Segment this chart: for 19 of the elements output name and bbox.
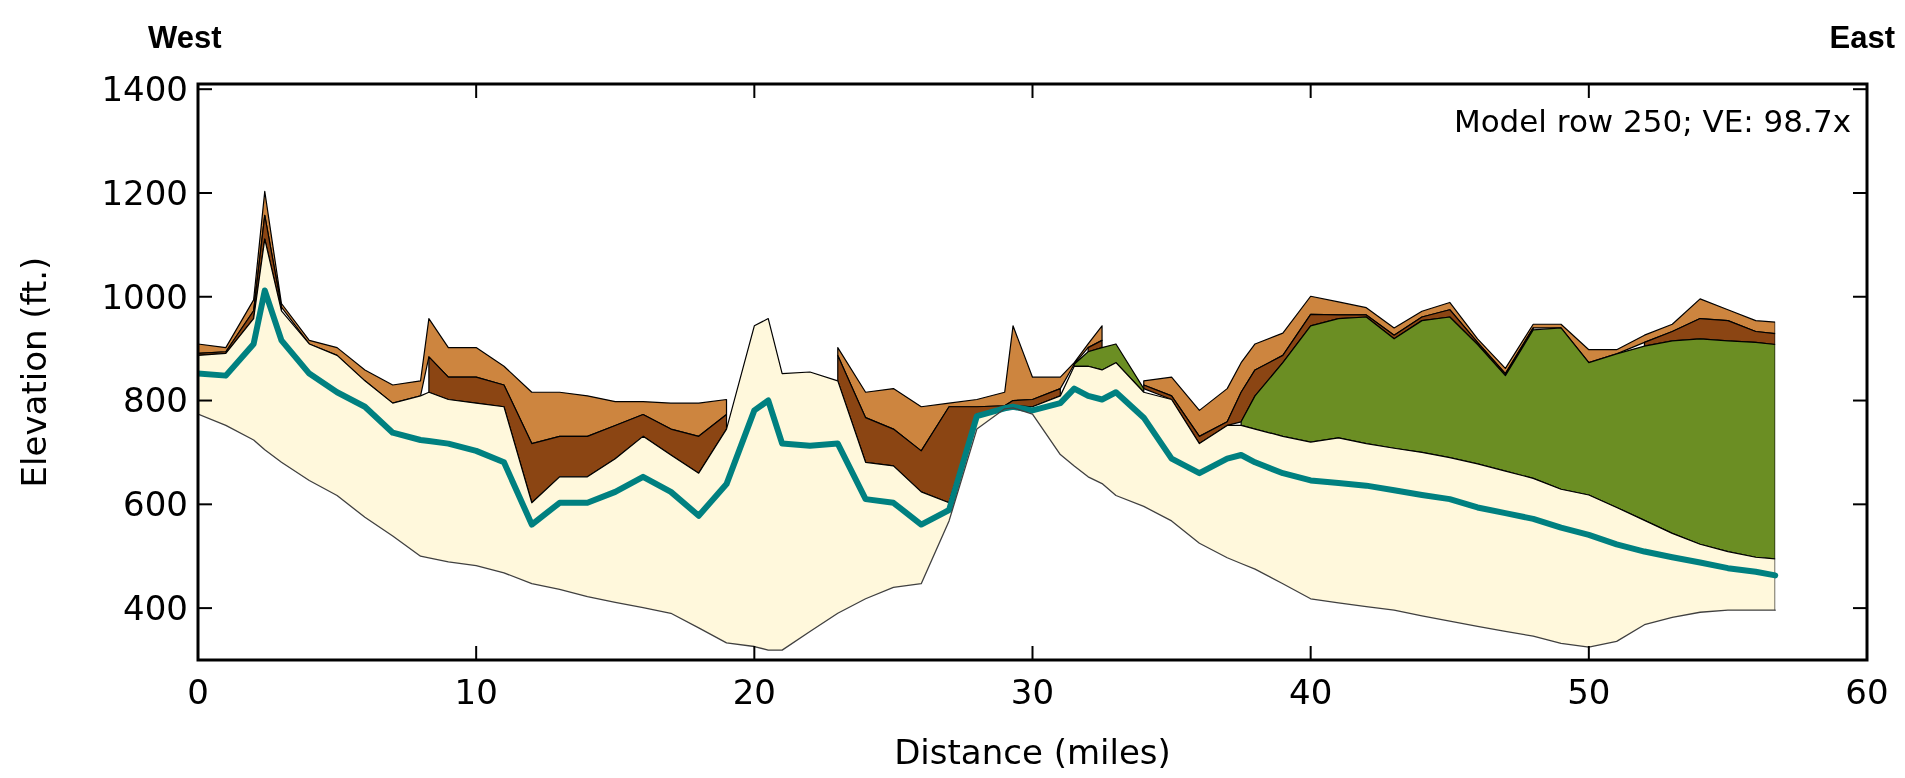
y-axis-title: Elevation (ft.) [14,256,54,488]
y-tick-label: 600 [123,484,188,525]
y-tick-label: 800 [123,380,188,421]
line-series [198,407,1776,651]
x-tick-label: 30 [1010,672,1055,712]
y-tick-label: 1200 [101,172,188,213]
x-tick-label: 20 [732,672,776,712]
x-tick-label: 50 [1567,672,1611,712]
x-tick-label: 60 [1845,672,1889,712]
x-tick-label: 40 [1289,672,1333,712]
x-tick-label: 10 [454,672,498,712]
x-tick-label: 0 [187,672,209,712]
x-axis-title: Distance (miles) [894,732,1171,772]
y-tick-label: 400 [123,588,188,629]
y-tick-label: 1400 [101,69,188,110]
text: East [1829,20,1895,55]
text: West [148,20,222,55]
annotation: Model row 250; VE: 98.7x [1453,103,1851,139]
y-tick-label: 1000 [101,276,188,317]
